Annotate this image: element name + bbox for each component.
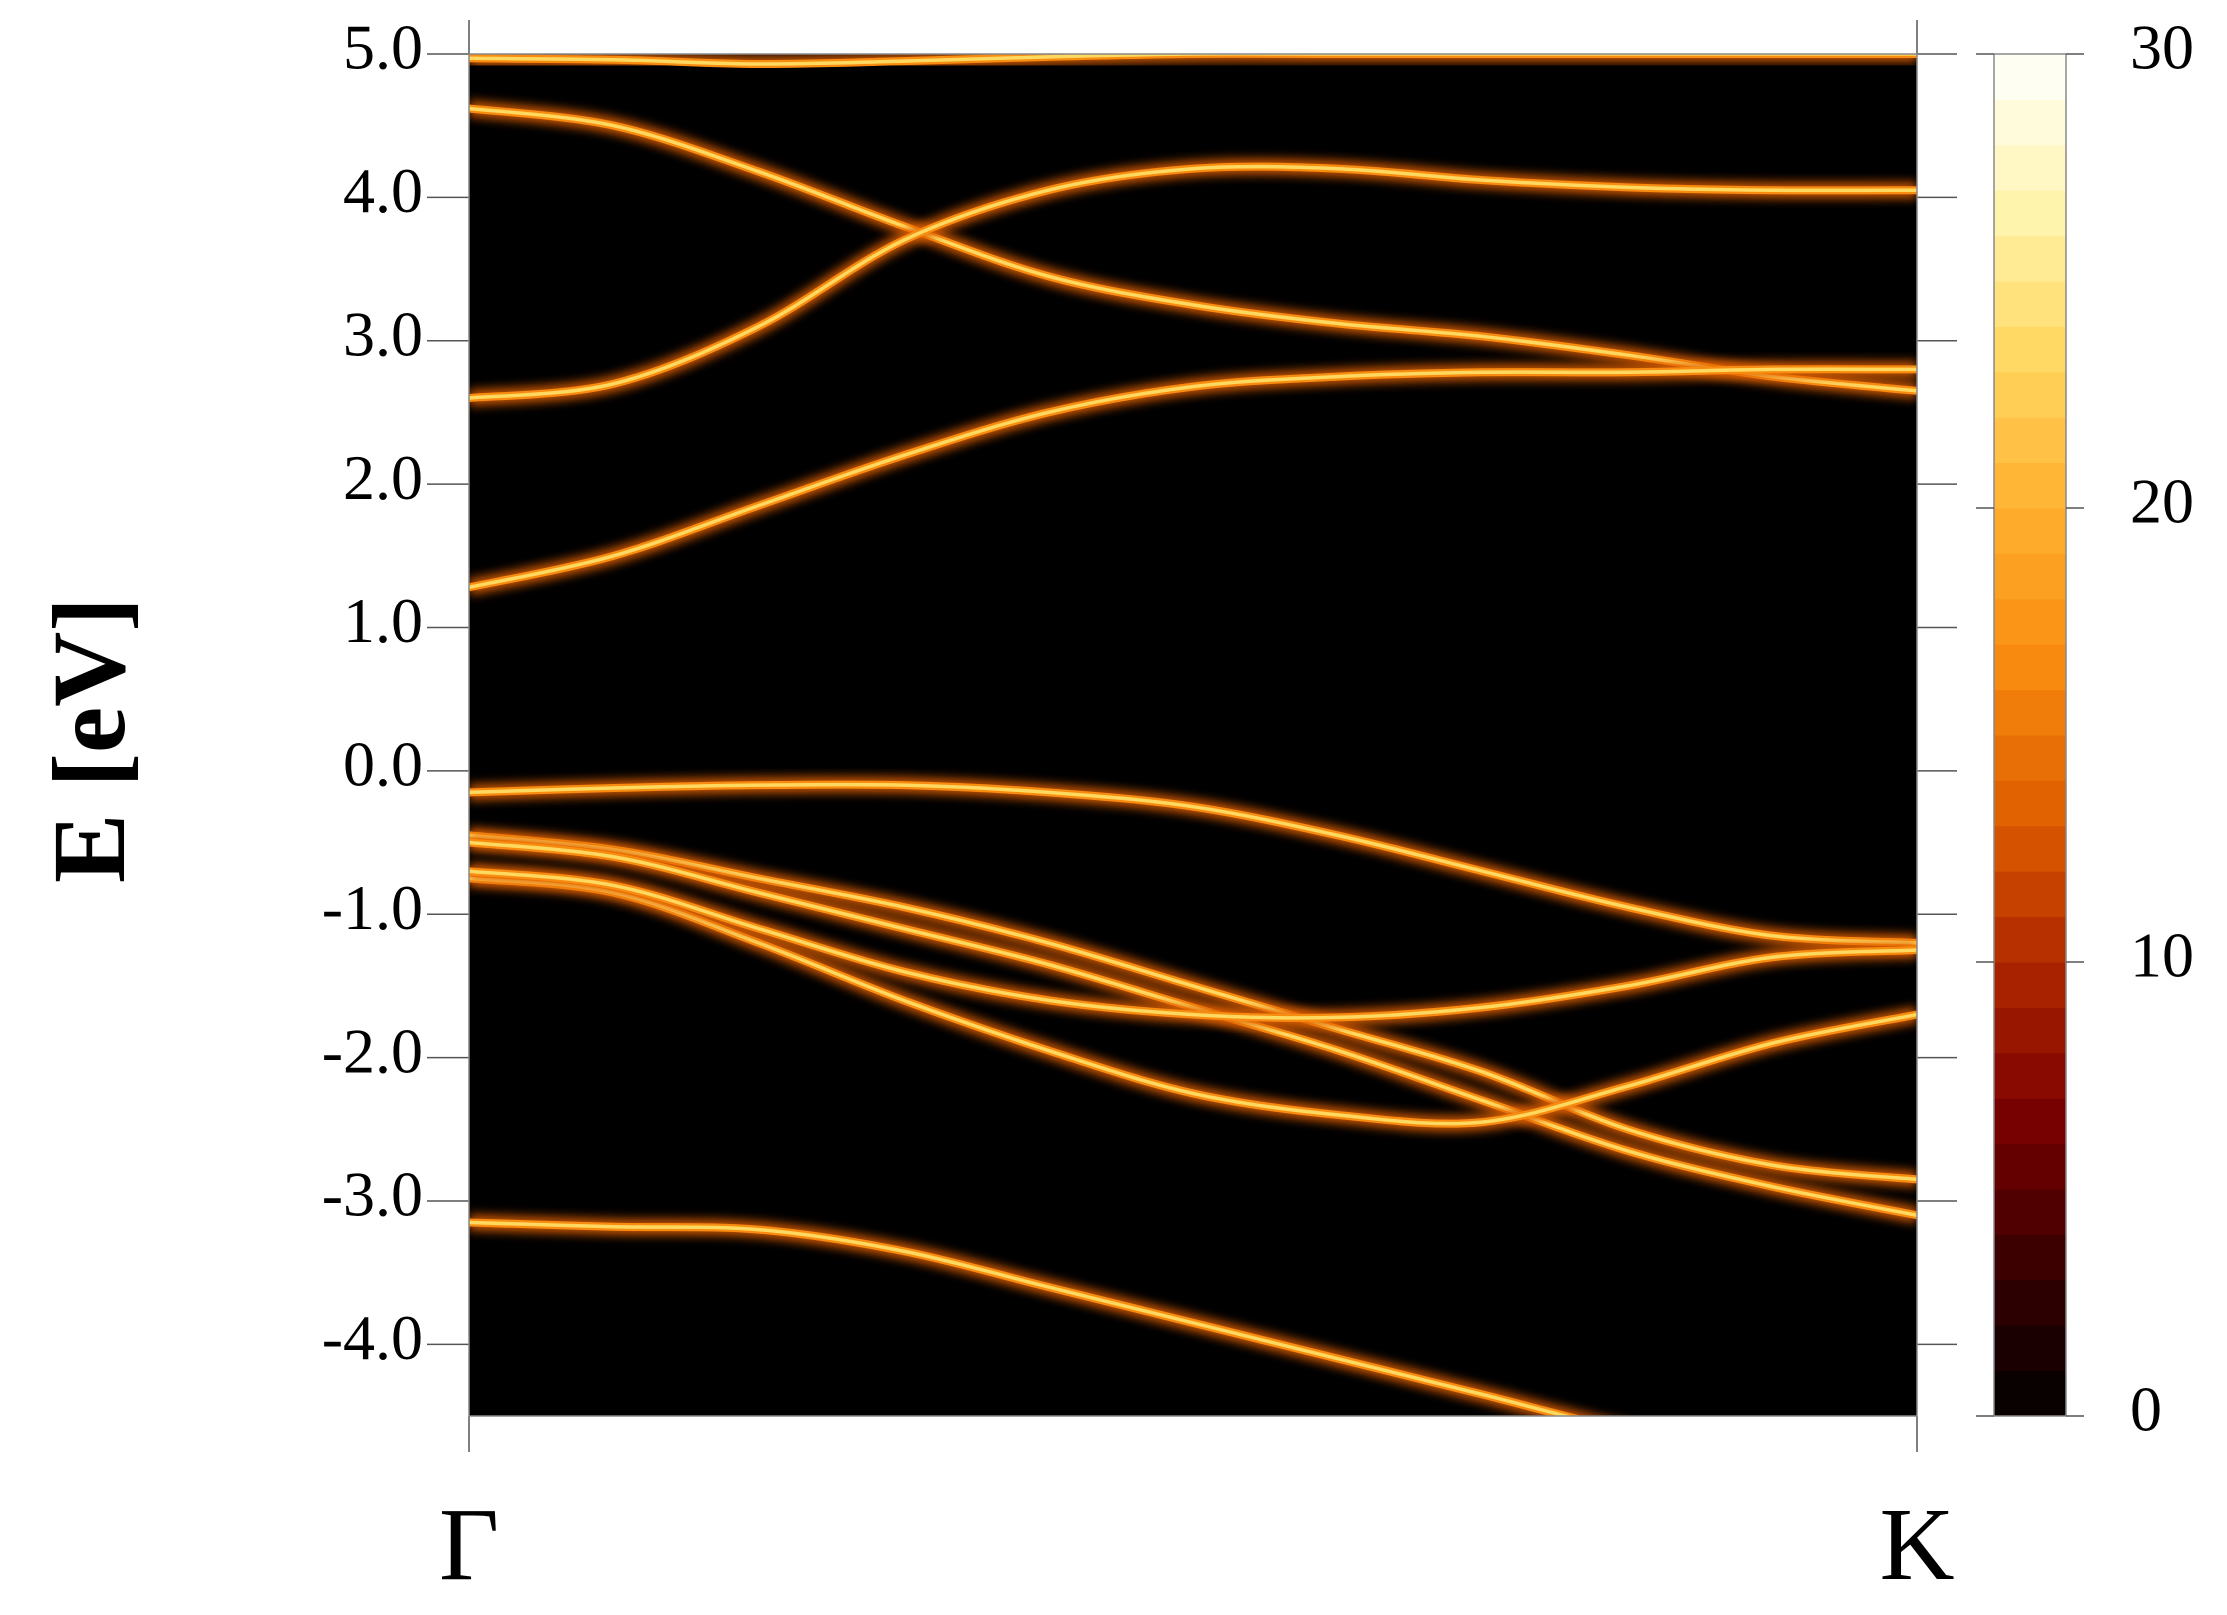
- colorbar-cell: [1994, 1052, 2066, 1099]
- y-tick-label: 0.0: [343, 729, 423, 800]
- y-tick-label: -3.0: [322, 1159, 423, 1230]
- colorbar-cell: [1994, 916, 2066, 963]
- colorbar-cell: [1994, 1143, 2066, 1190]
- plot-background: [469, 54, 1917, 1416]
- colorbar-cell: [1994, 871, 2066, 918]
- band: [469, 869, 1917, 1020]
- y-tick-label: -1.0: [322, 872, 423, 943]
- y-tick-label: 1.0: [343, 585, 423, 656]
- colorbar-cell: [1994, 235, 2066, 282]
- x-tick-label: K: [1879, 1487, 1954, 1602]
- y-tick-label: 5.0: [343, 12, 423, 83]
- colorbar-cell: [1994, 1279, 2066, 1326]
- colorbar-cell: [1994, 689, 2066, 736]
- colorbar-cell: [1994, 1370, 2066, 1417]
- bands: [469, 54, 1917, 1416]
- y-axis-label: E [eV]: [32, 597, 147, 883]
- band: [469, 833, 1917, 1182]
- colorbar-cell: [1994, 1234, 2066, 1281]
- band: [469, 164, 1917, 400]
- colorbar-cell: [1994, 281, 2066, 327]
- colorbar-cell: [1994, 462, 2066, 509]
- colorbar-cell: [1994, 1007, 2066, 1054]
- colorbar-cell: [1994, 1189, 2066, 1235]
- y-tick-label: 2.0: [343, 442, 423, 513]
- colorbar-cell: [1994, 190, 2066, 237]
- colorbar-cell: [1994, 553, 2066, 600]
- colorbar-cell: [1994, 780, 2066, 827]
- colorbar-tick-label: 0: [2130, 1374, 2162, 1445]
- colorbar-tick-label: 30: [2130, 12, 2194, 83]
- colorbar-cell: [1994, 1098, 2066, 1145]
- colorbar-cell: [1994, 54, 2066, 100]
- colorbar-tick-label: 10: [2130, 920, 2194, 991]
- colorbar-cell: [1994, 598, 2066, 645]
- colorbar-cell: [1994, 1325, 2066, 1372]
- band: [469, 106, 1917, 393]
- colorbar-cell: [1994, 735, 2066, 781]
- band: [469, 876, 1917, 1126]
- colorbar-cell: [1994, 99, 2066, 146]
- colorbar-cell: [1994, 417, 2066, 464]
- band: [469, 367, 1917, 590]
- colorbar-cell: [1994, 144, 2066, 191]
- colorbar-cell: [1994, 371, 2066, 418]
- x-tick-label: Γ: [439, 1487, 499, 1602]
- colorbar-frame: [1993, 53, 2067, 1417]
- band: [469, 782, 1917, 945]
- colorbar-tick-label: 20: [2130, 466, 2194, 537]
- colorbar-cell: [1994, 508, 2066, 554]
- y-tick-label: -2.0: [322, 1015, 423, 1086]
- band: [469, 1220, 1573, 1416]
- plot-frame: [468, 53, 1918, 1417]
- y-tick-label: -4.0: [322, 1302, 423, 1373]
- colorbar-cell: [1994, 825, 2066, 872]
- colorbar-cell: [1994, 644, 2066, 691]
- colorbar-cell: [1994, 962, 2066, 1008]
- y-tick-label: 4.0: [343, 155, 423, 226]
- y-tick-label: 3.0: [343, 298, 423, 369]
- colorbar-cell: [1994, 326, 2066, 373]
- band: [469, 54, 1917, 66]
